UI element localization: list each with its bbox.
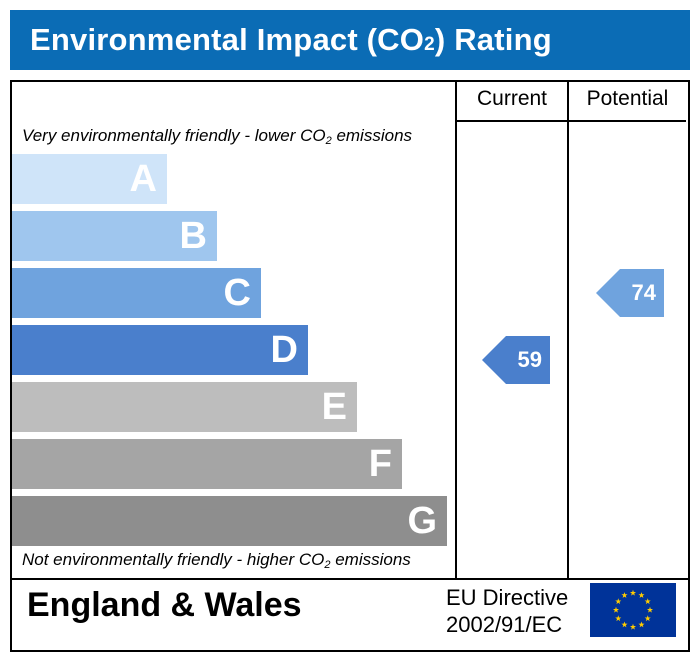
directive-line-2: 2002/91/EC xyxy=(446,612,563,637)
eu-star xyxy=(644,615,651,622)
band-b: B xyxy=(12,211,217,261)
eu-flag-icon xyxy=(590,583,676,637)
band-f: F xyxy=(12,439,402,489)
divider-potential xyxy=(567,80,569,578)
current-rating-value: 59 xyxy=(517,347,542,372)
band-c-letter: C xyxy=(223,272,251,314)
header-divider xyxy=(455,120,686,122)
caption-bottom: Not environmentally friendly - higher CO… xyxy=(22,550,411,571)
band-b-letter: B xyxy=(179,215,207,257)
column-header-potential: Potential xyxy=(586,87,669,110)
band-g-letter: G xyxy=(407,500,437,542)
footer-country: England & Wales xyxy=(27,586,302,624)
band-d-letter: D xyxy=(270,329,298,371)
title-main: Environmental Impact (CO xyxy=(30,22,425,57)
current-rating-arrow: 59 xyxy=(482,336,550,384)
caption-top-end: emissions xyxy=(331,126,413,145)
footer-divider xyxy=(10,578,688,580)
eu-star xyxy=(629,589,637,596)
title-bar: Environmental Impact (CO2) Rating xyxy=(10,10,690,70)
eu-star xyxy=(621,621,628,628)
potential-arrow-shape xyxy=(596,269,664,317)
divider-current xyxy=(455,80,457,578)
eu-star xyxy=(644,598,651,605)
directive-line-1: EU Directive xyxy=(446,585,569,610)
band-e: E xyxy=(12,382,357,432)
band-e-letter: E xyxy=(321,386,347,428)
band-f-letter: F xyxy=(368,443,392,485)
title-end: ) Rating xyxy=(434,22,552,57)
caption-bottom-end: emissions xyxy=(330,550,411,569)
potential-rating-value: 74 xyxy=(631,280,656,305)
column-header-current: Current xyxy=(476,87,548,110)
title-subscript: 2 xyxy=(424,34,435,55)
rating-frame xyxy=(10,80,690,652)
band-c: C xyxy=(12,268,261,318)
eu-star xyxy=(615,615,622,622)
current-arrow-shape xyxy=(482,336,550,384)
eu-star xyxy=(646,606,654,613)
footer-directive: EU Directive 2002/91/EC xyxy=(446,584,568,638)
caption-bottom-main: Not environmentally friendly - higher CO xyxy=(22,550,325,569)
eu-star xyxy=(612,606,620,613)
page-title: Environmental Impact (CO2) Rating xyxy=(30,22,552,58)
band-a: A xyxy=(12,154,167,204)
eu-star xyxy=(621,592,628,598)
eu-star xyxy=(638,592,645,598)
eu-star xyxy=(629,623,637,630)
band-d: D xyxy=(12,325,308,375)
caption-top-subscript: 2 xyxy=(325,135,332,147)
band-a-letter: A xyxy=(129,158,157,200)
eu-star xyxy=(638,621,645,628)
band-g: G xyxy=(12,496,447,546)
caption-bottom-subscript: 2 xyxy=(324,559,331,571)
caption-top-main: Very environmentally friendly - lower CO xyxy=(22,126,326,145)
caption-top: Very environmentally friendly - lower CO… xyxy=(22,126,412,147)
potential-rating-arrow: 74 xyxy=(596,269,664,317)
eu-star xyxy=(615,598,622,605)
